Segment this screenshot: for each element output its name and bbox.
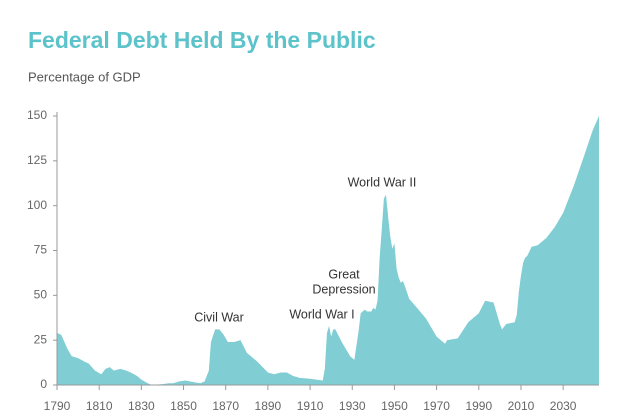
x-tick-label: 1970 <box>423 399 450 413</box>
x-tick-label: 1790 <box>44 399 71 413</box>
y-tick-label: 50 <box>34 288 48 302</box>
y-tick-label: 75 <box>34 243 48 257</box>
annotation: Civil War <box>194 310 244 324</box>
annotation: World War I <box>289 307 354 321</box>
y-tick-label: 150 <box>27 108 47 122</box>
y-tick-label: 100 <box>27 198 47 212</box>
y-tick-label: 25 <box>34 332 48 346</box>
y-tick-label: 0 <box>40 377 47 391</box>
area <box>57 116 599 385</box>
chart-title: Federal Debt Held By the Public <box>28 27 376 53</box>
x-tick-label: 1930 <box>339 399 366 413</box>
x-tick-label: 2010 <box>508 399 535 413</box>
x-tick-label: 2030 <box>550 399 577 413</box>
annotation: World War II <box>348 175 417 189</box>
x-tick-label: 1810 <box>86 399 113 413</box>
x-tick-label: 1950 <box>381 399 408 413</box>
x-tick-label: 1910 <box>297 399 324 413</box>
y-tick-label: 125 <box>27 153 47 167</box>
x-tick-label: 1990 <box>465 399 492 413</box>
x-tick-label: 1890 <box>255 399 282 413</box>
chart-subtitle: Percentage of GDP <box>28 69 141 84</box>
annotation: Depression <box>312 282 375 296</box>
x-tick-label: 1830 <box>128 399 155 413</box>
x-tick-label: 1870 <box>212 399 239 413</box>
x-tick-label: 1850 <box>170 399 197 413</box>
annotation: Great <box>328 267 360 281</box>
